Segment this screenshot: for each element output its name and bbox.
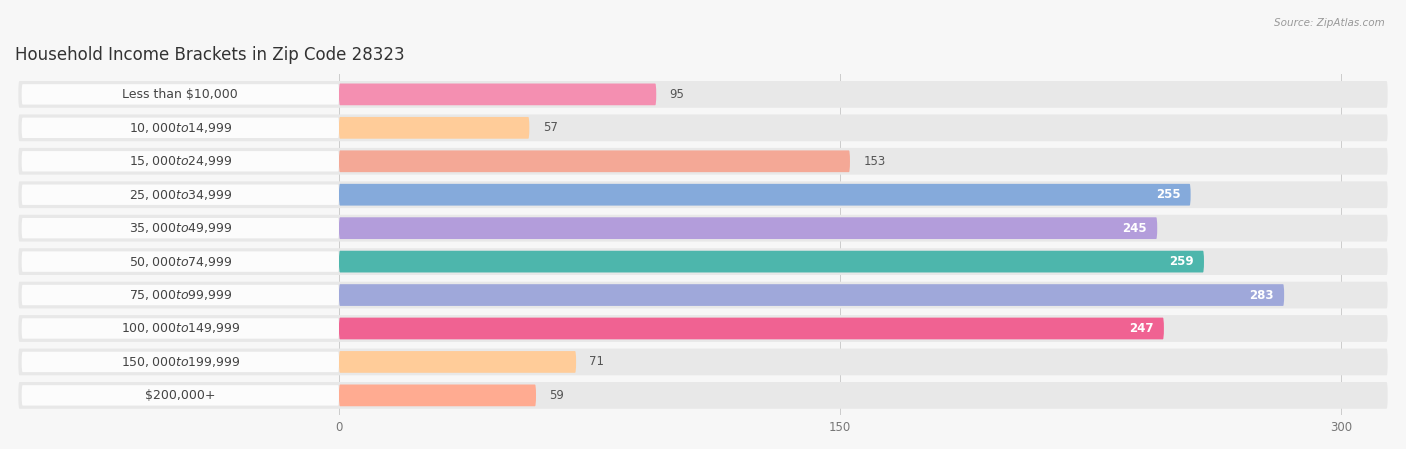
FancyBboxPatch shape [21,285,339,305]
Text: $25,000 to $34,999: $25,000 to $34,999 [128,188,232,202]
Text: $75,000 to $99,999: $75,000 to $99,999 [128,288,232,302]
Text: 59: 59 [550,389,564,402]
FancyBboxPatch shape [18,282,1388,308]
FancyBboxPatch shape [339,117,529,139]
Text: Less than $10,000: Less than $10,000 [122,88,238,101]
FancyBboxPatch shape [18,315,1388,342]
FancyBboxPatch shape [21,118,339,138]
Text: Household Income Brackets in Zip Code 28323: Household Income Brackets in Zip Code 28… [15,46,405,64]
Text: 247: 247 [1129,322,1154,335]
FancyBboxPatch shape [21,318,339,339]
FancyBboxPatch shape [18,81,1388,108]
FancyBboxPatch shape [339,384,536,406]
FancyBboxPatch shape [21,151,339,172]
FancyBboxPatch shape [18,114,1388,141]
Text: $150,000 to $199,999: $150,000 to $199,999 [121,355,240,369]
Text: 57: 57 [543,121,558,134]
FancyBboxPatch shape [21,218,339,238]
FancyBboxPatch shape [21,352,339,372]
FancyBboxPatch shape [339,84,657,105]
FancyBboxPatch shape [21,185,339,205]
Text: 95: 95 [669,88,685,101]
Text: 245: 245 [1122,222,1147,235]
FancyBboxPatch shape [339,351,576,373]
Text: Source: ZipAtlas.com: Source: ZipAtlas.com [1274,18,1385,28]
Text: 259: 259 [1170,255,1194,268]
Text: $50,000 to $74,999: $50,000 to $74,999 [128,255,232,269]
FancyBboxPatch shape [339,217,1157,239]
Text: 71: 71 [589,356,605,369]
FancyBboxPatch shape [18,181,1388,208]
FancyBboxPatch shape [21,251,339,272]
FancyBboxPatch shape [339,284,1284,306]
FancyBboxPatch shape [339,317,1164,339]
FancyBboxPatch shape [339,251,1204,273]
Text: 255: 255 [1156,188,1181,201]
FancyBboxPatch shape [339,150,851,172]
Text: $200,000+: $200,000+ [145,389,215,402]
FancyBboxPatch shape [18,248,1388,275]
Text: 153: 153 [863,155,886,168]
Text: $10,000 to $14,999: $10,000 to $14,999 [128,121,232,135]
Text: $100,000 to $149,999: $100,000 to $149,999 [121,321,240,335]
FancyBboxPatch shape [21,385,339,405]
FancyBboxPatch shape [339,184,1191,206]
FancyBboxPatch shape [18,215,1388,242]
FancyBboxPatch shape [18,148,1388,175]
FancyBboxPatch shape [21,84,339,105]
Text: $15,000 to $24,999: $15,000 to $24,999 [128,154,232,168]
FancyBboxPatch shape [18,348,1388,375]
FancyBboxPatch shape [18,382,1388,409]
Text: $35,000 to $49,999: $35,000 to $49,999 [128,221,232,235]
Text: 283: 283 [1250,289,1274,302]
